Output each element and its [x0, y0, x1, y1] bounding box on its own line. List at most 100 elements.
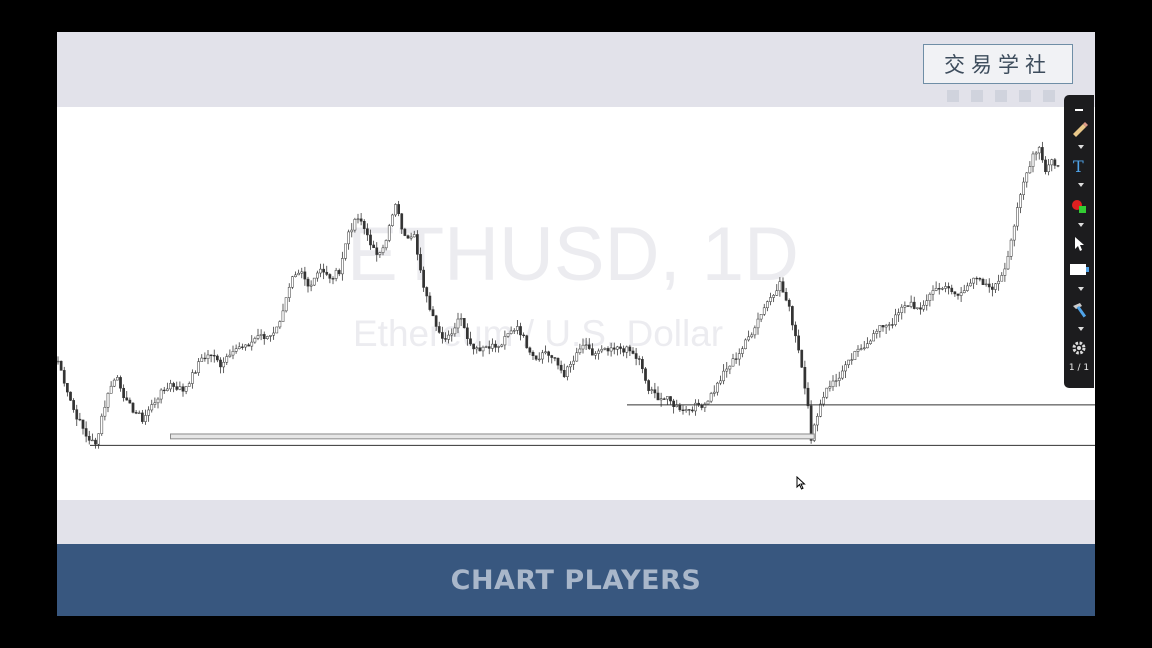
candle-body	[59, 360, 63, 371]
candle-body	[375, 247, 379, 255]
pencil-dropdown-icon[interactable]	[1078, 145, 1084, 149]
candle-body	[794, 324, 797, 337]
candle-body	[762, 307, 766, 315]
candle-body	[316, 272, 319, 279]
candle-body	[303, 271, 307, 280]
candle-body	[181, 386, 185, 392]
candle-body	[325, 271, 329, 275]
candle-body	[597, 350, 600, 354]
candle-body	[78, 418, 82, 421]
candle-body	[456, 318, 460, 329]
candle-body	[662, 398, 666, 400]
candle-body	[378, 252, 382, 255]
candle-body	[441, 332, 444, 339]
candle-body	[1028, 166, 1032, 174]
candle-body	[206, 354, 210, 359]
candle-body	[200, 357, 204, 362]
candle-body	[459, 318, 463, 320]
candle-body	[887, 324, 891, 326]
candle-body	[437, 326, 441, 333]
gear-icon[interactable]	[1068, 337, 1090, 359]
candle-body	[1003, 268, 1007, 276]
candle-body	[1041, 147, 1044, 161]
candle-body	[912, 301, 916, 309]
candle-body	[106, 393, 110, 408]
candle-body	[834, 380, 838, 382]
candle-body	[553, 357, 557, 359]
candle-body	[128, 399, 132, 404]
text-tool-icon[interactable]: T	[1068, 155, 1090, 177]
hammer-dropdown-icon[interactable]	[1078, 327, 1084, 331]
support-zone-box[interactable]	[170, 433, 815, 440]
candle-body	[278, 321, 282, 328]
candle-body	[144, 415, 147, 422]
candle-body	[809, 405, 813, 441]
candle-body	[878, 325, 882, 332]
candle-body	[994, 283, 997, 290]
candle-body	[650, 389, 654, 391]
candle-body	[962, 290, 966, 294]
pointer-icon[interactable]	[1068, 233, 1090, 255]
candle-body	[719, 380, 722, 384]
text-dropdown-icon[interactable]	[1078, 183, 1084, 187]
candle-body	[541, 352, 544, 360]
candle-body	[969, 282, 972, 287]
candle-body	[484, 346, 488, 348]
candle-body	[516, 326, 519, 331]
candle-body	[203, 357, 207, 360]
candle-body	[550, 355, 554, 358]
candle-body	[1056, 165, 1060, 167]
candle-body	[412, 234, 416, 238]
chart-watermark-title: ETHUSD, 1D	[347, 212, 799, 297]
candle-body	[634, 353, 638, 359]
candle-body	[156, 398, 160, 404]
candle-body	[116, 377, 119, 381]
candle-body	[400, 213, 404, 230]
candle-body	[109, 385, 113, 394]
candle-body	[656, 392, 660, 401]
candle-body	[831, 380, 835, 388]
logo-reflection	[947, 90, 1057, 102]
chart-watermark-subtitle: Ethereum / U.S. Dollar	[353, 313, 723, 354]
candle-body	[416, 234, 419, 255]
candle-body	[722, 370, 725, 382]
candle-body	[556, 357, 560, 366]
hammer-icon[interactable]	[1068, 299, 1090, 321]
candle-body	[884, 325, 888, 328]
candle-body	[219, 359, 222, 368]
support-levels	[90, 404, 1095, 446]
candle-body	[681, 409, 685, 411]
candle-body	[787, 299, 791, 307]
candle-body	[366, 228, 369, 236]
candle-body	[97, 433, 100, 445]
candle-body	[562, 370, 566, 377]
candle-body	[778, 281, 782, 292]
candle-body	[672, 400, 675, 407]
candle-body	[169, 383, 172, 390]
candle-body	[294, 274, 297, 277]
candle-body	[166, 388, 169, 391]
candle-body	[625, 346, 629, 353]
candle-body	[753, 327, 757, 336]
color-picker-icon[interactable]	[1068, 195, 1090, 217]
minimize-icon[interactable]	[1068, 99, 1090, 121]
candle-body	[184, 386, 188, 392]
candle-body	[769, 297, 772, 302]
candle-body	[319, 268, 322, 274]
candle-body	[881, 325, 885, 328]
candle-body	[256, 335, 260, 339]
candle-body	[1012, 225, 1016, 241]
candle-body	[847, 359, 850, 366]
pencil-icon[interactable]	[1068, 117, 1090, 139]
candle-body	[131, 402, 135, 413]
candle-body	[341, 258, 344, 275]
logo-text: 交易学社	[944, 53, 1052, 77]
whiteboard-icon[interactable]	[1068, 259, 1090, 281]
candle-body	[172, 383, 175, 387]
whiteboard-dropdown-icon[interactable]	[1078, 287, 1084, 291]
candle-body	[687, 409, 691, 411]
candle-body	[134, 412, 138, 414]
candle-body	[381, 247, 385, 253]
color-dropdown-icon[interactable]	[1078, 223, 1084, 227]
candle-body	[747, 336, 750, 341]
